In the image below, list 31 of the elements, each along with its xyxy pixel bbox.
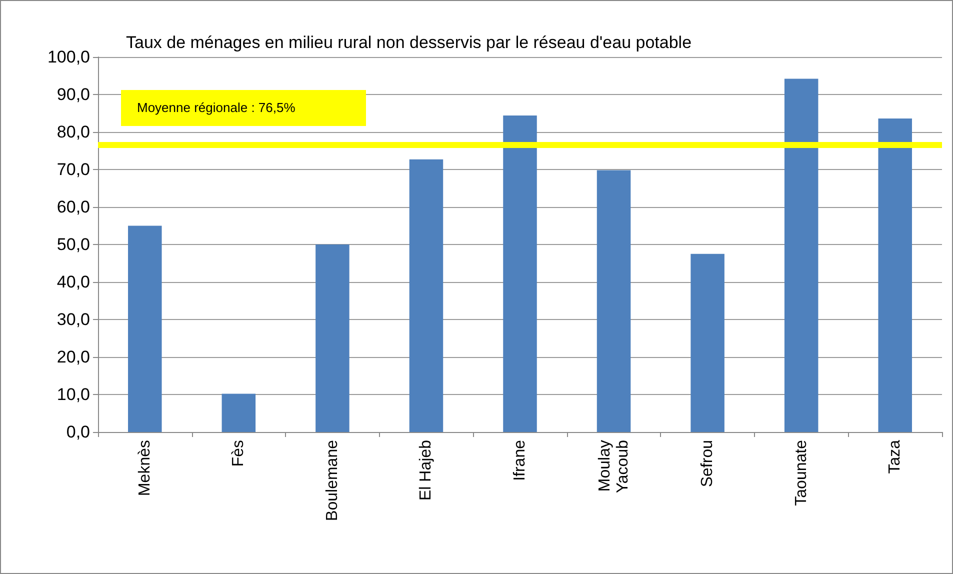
x-tick-label: Fès [230, 440, 248, 467]
y-tick-label: 40,0 [56, 272, 90, 292]
y-tick-label: 50,0 [56, 235, 90, 254]
y-tick-label: 70,0 [56, 160, 90, 179]
x-tick-label: Moulay Yacoub [596, 440, 632, 494]
bar [222, 394, 256, 432]
bar [690, 254, 724, 432]
y-tick-label: 60,0 [56, 198, 90, 216]
chart-title: Taux de ménages en milieu rural non desservis par le réseau d'eau potable [126, 33, 692, 52]
note-box: Moyenne régionale : 76,5% [121, 90, 366, 126]
y-tick-label: 20,0 [56, 348, 90, 366]
bar [503, 116, 537, 432]
y-tick-label: 80,0 [56, 122, 90, 142]
bar [316, 244, 350, 432]
x-tick-label: Taza [886, 440, 904, 474]
x-tick-label: Taounate [792, 440, 810, 506]
y-tick-label: 30,0 [56, 310, 90, 329]
bar [784, 78, 818, 432]
bar [409, 159, 444, 432]
bar [878, 118, 912, 432]
x-tick-label: El Hajeb [418, 440, 435, 500]
y-tick-label: 10,0 [56, 385, 90, 404]
x-tick-label: Ifrane [512, 440, 528, 481]
y-tick-label: 100,0 [47, 48, 90, 66]
y-tick-label: 90,0 [56, 85, 90, 104]
x-tick-label: Sefrou [699, 440, 716, 488]
bar [596, 170, 631, 432]
bar [128, 226, 162, 432]
y-tick-label: 0,0 [66, 422, 90, 442]
x-tick-label: Meknès [136, 440, 154, 496]
x-tick-label: Boulemane [324, 440, 341, 521]
